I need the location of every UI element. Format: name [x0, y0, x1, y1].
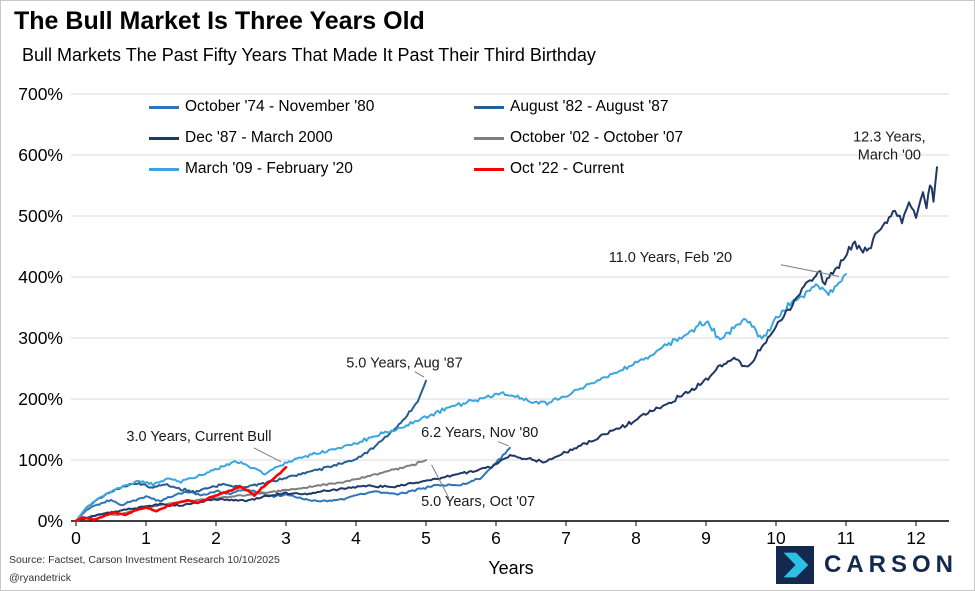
svg-text:2: 2	[211, 528, 221, 548]
legend-label: October '74 - November '80	[185, 98, 375, 115]
legend-label: August '82 - August '87	[510, 98, 669, 115]
svg-text:5.0 Years, Oct '07: 5.0 Years, Oct '07	[421, 494, 535, 510]
svg-text:1: 1	[141, 528, 151, 548]
page-title: The Bull Market Is Three Years Old	[14, 7, 425, 35]
svg-text:9: 9	[701, 528, 711, 548]
svg-text:11: 11	[837, 528, 855, 548]
legend-line-swatch	[149, 136, 179, 140]
svg-text:11.0 Years, Feb '20: 11.0 Years, Feb '20	[609, 250, 732, 266]
svg-text:700%: 700%	[18, 84, 63, 104]
svg-text:100%: 100%	[18, 450, 63, 470]
legend-label: Oct '22 - Current	[510, 160, 625, 177]
svg-text:600%: 600%	[18, 145, 63, 165]
svg-text:12: 12	[906, 528, 925, 548]
svg-text:5.0 Years, Aug '87: 5.0 Years, Aug '87	[346, 355, 462, 371]
legend-label: Dec '87 - March 2000	[185, 129, 333, 146]
carson-logo-text: CARSON	[823, 551, 958, 578]
svg-text:Years: Years	[488, 558, 533, 578]
source-text: Source: Factset, Carson Investment Resea…	[9, 554, 280, 566]
page-subtitle: Bull Markets The Past Fifty Years That M…	[22, 45, 596, 65]
svg-text:200%: 200%	[18, 389, 63, 409]
legend-line-swatch	[474, 167, 504, 171]
legend-line-swatch	[149, 105, 179, 109]
carson-logo: CARSON	[775, 546, 958, 584]
legend-label: March '09 - February '20	[185, 160, 353, 177]
svg-text:7: 7	[561, 528, 571, 548]
legend: October '74 - November '80 August '82 - …	[149, 98, 683, 178]
svg-text:6.2 Years, Nov '80: 6.2 Years, Nov '80	[421, 425, 538, 441]
legend-item-oct22: Oct '22 - Current	[474, 160, 683, 178]
svg-text:0: 0	[71, 528, 81, 548]
carson-logo-icon	[775, 546, 814, 584]
svg-text:0%: 0%	[38, 511, 63, 531]
legend-line-swatch	[149, 167, 179, 171]
legend-label: October '02 - October '07	[510, 129, 684, 146]
svg-text:8: 8	[631, 528, 641, 548]
legend-item-dec87: Dec '87 - March 2000	[149, 129, 474, 147]
svg-text:300%: 300%	[18, 328, 63, 348]
svg-text:4: 4	[351, 528, 361, 548]
svg-text:5: 5	[421, 528, 431, 548]
source-handle: @ryandetrick	[9, 572, 72, 584]
legend-item-oct74: October '74 - November '80	[149, 98, 474, 116]
legend-line-swatch	[474, 105, 504, 109]
legend-item-oct02: October '02 - October '07	[474, 129, 683, 147]
svg-text:6: 6	[491, 528, 501, 548]
legend-item-mar09: March '09 - February '20	[149, 160, 474, 178]
svg-text:3: 3	[281, 528, 291, 548]
legend-item-aug82: August '82 - August '87	[474, 98, 683, 116]
legend-line-swatch	[474, 136, 504, 140]
svg-text:10: 10	[766, 528, 786, 548]
svg-text:400%: 400%	[18, 267, 63, 287]
svg-text:500%: 500%	[18, 206, 63, 226]
svg-text:12.3 Years,March '00: 12.3 Years, March '00	[853, 130, 926, 164]
svg-text:3.0 Years, Current Bull: 3.0 Years, Current Bull	[126, 429, 271, 445]
